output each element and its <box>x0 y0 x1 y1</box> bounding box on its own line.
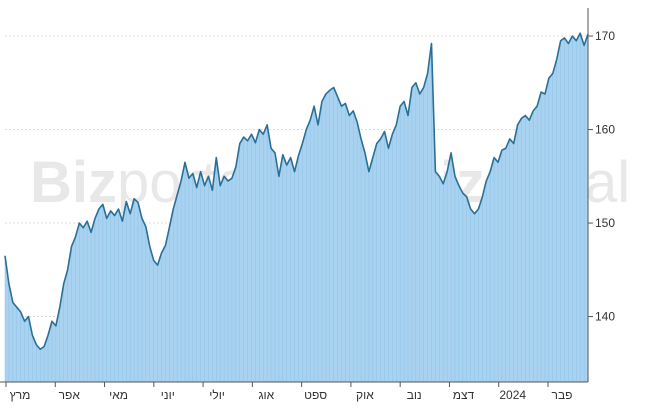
y-tick-label-170: 170 <box>595 29 615 43</box>
y-tick-label-160: 160 <box>595 123 615 137</box>
x-tick-label-7: אוק <box>356 388 374 402</box>
watermark-biz: Biz <box>30 150 117 215</box>
x-tick-label-8: נוב <box>407 388 422 402</box>
x-tick-label-4: יולי <box>209 388 225 402</box>
x-tick-label-9: דצמ <box>453 388 475 402</box>
x-tick-label-2: מאי <box>109 388 128 402</box>
x-tick-label-5: אוג <box>258 388 274 402</box>
series-area <box>4 32 589 383</box>
x-tick-label-6: ספט <box>304 388 327 402</box>
x-tick-label-1: אפר <box>59 388 81 402</box>
y-tick-label-150: 150 <box>595 216 615 230</box>
x-tick-label-3: יוני <box>161 388 175 402</box>
x-tick-label-10: 2024 <box>499 388 526 402</box>
x-tick-label-0: מרץ <box>10 388 31 402</box>
series-area-fill <box>5 33 588 383</box>
x-axis: מרץ אפר מאי יוני יולי אוג ספט אוק נוב דצמ 2024 פבר <box>0 381 588 402</box>
y-tick-label-140: 140 <box>595 310 615 324</box>
x-tick-label-11: פבר <box>552 388 573 402</box>
series-line <box>4 32 589 351</box>
y-axis: 140 150 160 170 <box>587 8 615 382</box>
